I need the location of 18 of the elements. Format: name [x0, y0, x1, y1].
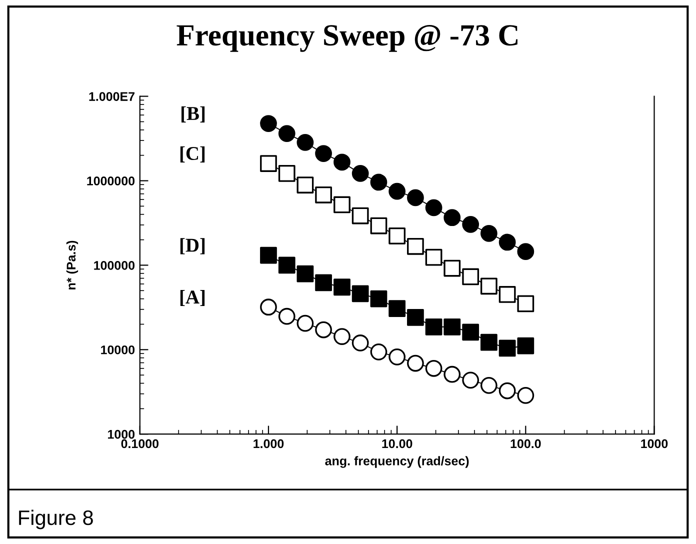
y-axis-title: n* (Pa.s) [66, 240, 78, 290]
text: [B] [182, 106, 205, 122]
y-tick-label: 100000 [94, 261, 135, 270]
text: [C] [180, 146, 205, 162]
x-tick-label: 100.0 [510, 439, 541, 448]
x-tick-label: 1000 [641, 439, 668, 448]
caption: Figure 8 [19, 510, 93, 530]
x-tick-label: 10.00 [382, 439, 412, 448]
y-tick-label: 1000000 [87, 176, 135, 186]
chart-title: Frequency Sweep @ -73 C [176, 24, 518, 52]
y-tick-label: 1.000E7 [89, 92, 134, 101]
x-tick-label: 0.1000 [121, 439, 158, 448]
y-tick-label: 1000 [108, 430, 135, 439]
x-axis-title: ang. frequency (rad/sec) [325, 456, 469, 468]
text: [A] [180, 290, 205, 306]
x-tick-label: 1.000 [254, 439, 284, 448]
y-tick-label: 10000 [101, 345, 135, 354]
text: [D] [180, 238, 205, 254]
